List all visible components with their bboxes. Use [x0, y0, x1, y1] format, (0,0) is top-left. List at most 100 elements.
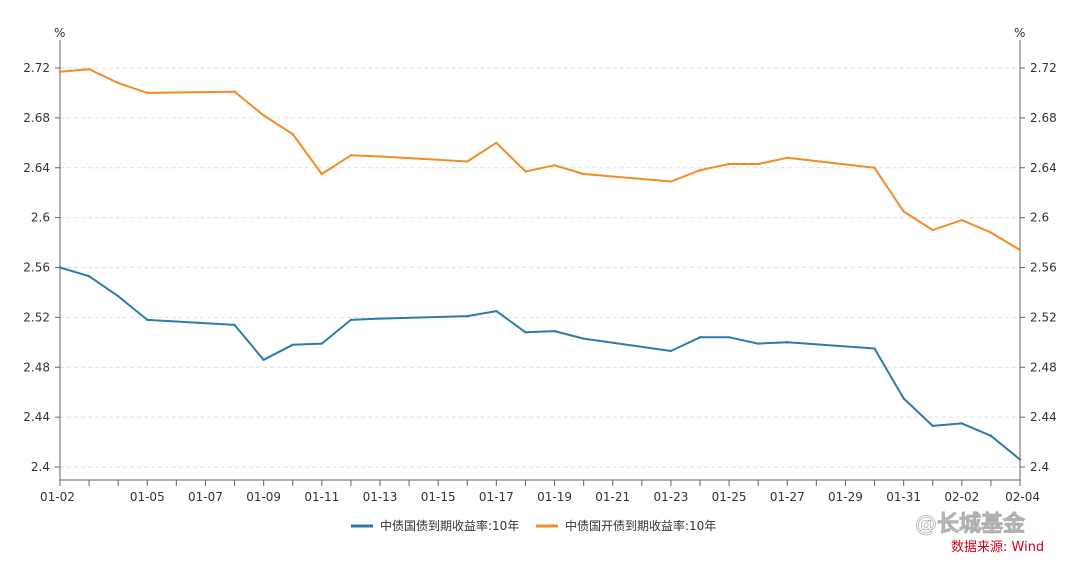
y-tick-label-left: 2.68	[23, 111, 50, 125]
data-point	[727, 162, 731, 166]
data-point	[524, 170, 527, 173]
x-tick-label: 01-25	[712, 490, 747, 504]
right-axis-unit: %	[1014, 26, 1025, 40]
y-tick-label-right: 2.6	[1030, 211, 1049, 225]
data-point	[989, 231, 993, 234]
data-point	[378, 317, 382, 320]
data-point	[931, 424, 934, 428]
y-tick-label-right: 2.44	[1030, 410, 1057, 424]
data-point	[233, 323, 236, 327]
y-tick-label-left: 2.44	[23, 410, 50, 424]
data-point	[87, 68, 91, 71]
legend-label-bond: 中债国债到期收益率:10年	[380, 518, 519, 533]
y-tick-label-right: 2.4	[1030, 460, 1049, 474]
x-tick-label: 01-29	[828, 490, 863, 504]
data-point	[1018, 248, 1022, 252]
x-tick-label: 01-11	[304, 490, 339, 504]
data-point	[960, 218, 964, 222]
legend: 中债国债到期收益率:10年 中债国开债到期收益率:10年	[351, 518, 716, 533]
series-line-1	[59, 68, 1021, 251]
data-point	[582, 172, 585, 176]
y-tick-label-left: 2.56	[23, 261, 50, 275]
data-point	[495, 309, 498, 313]
y-tick-label-left: 2.48	[23, 360, 50, 374]
data-point	[262, 114, 265, 117]
data-point	[727, 336, 731, 339]
right-y-ticks: 2.72 2.68 2.64 2.6 2.56 2.52 2.48 2.44 2.4	[1020, 61, 1057, 474]
data-point	[524, 331, 527, 334]
y-tick-label-right: 2.56	[1030, 261, 1057, 275]
x-tick-label: 01-09	[246, 490, 281, 504]
series-line-0	[59, 266, 1021, 461]
data-point	[960, 422, 964, 425]
x-tick-label: 01-27	[770, 490, 805, 504]
data-point	[495, 141, 498, 145]
axes	[59, 40, 1021, 481]
data-point	[349, 154, 353, 157]
data-point	[582, 337, 585, 340]
x-tick-label: 01-07	[188, 490, 223, 504]
data-point	[756, 342, 760, 345]
watermark-logo: @长城基金	[915, 511, 1026, 537]
x-tick-label: 01-23	[653, 490, 688, 504]
data-point	[87, 275, 91, 278]
x-tick-label: 02-04	[1005, 490, 1040, 504]
data-point	[320, 172, 324, 176]
data-point	[669, 180, 673, 183]
x-tick-label: 01-02	[40, 490, 75, 504]
data-point	[262, 358, 265, 361]
data-point	[58, 70, 62, 73]
source-note: 数据来源: Wind	[951, 540, 1044, 555]
data-point	[902, 210, 905, 213]
series-lines	[58, 68, 1022, 461]
data-point	[786, 156, 789, 159]
data-point	[873, 347, 876, 350]
x-tick-label: 01-19	[537, 490, 572, 504]
data-point	[1018, 458, 1022, 461]
data-point	[553, 329, 556, 333]
x-tick-label: 01-31	[886, 490, 921, 504]
x-ticks: 01-02 01-05 01-07 01-09 01-11 01-13 01-15 01-17…	[40, 480, 1040, 504]
data-point	[116, 294, 120, 298]
data-point	[378, 155, 382, 158]
data-point	[349, 318, 353, 322]
data-point	[902, 397, 905, 400]
data-point	[466, 160, 469, 163]
y-tick-label-right: 2.48	[1030, 360, 1057, 374]
y-tick-label-right: 2.68	[1030, 111, 1057, 125]
gridlines	[60, 67, 1020, 468]
data-point	[756, 162, 760, 166]
x-tick-label: 01-17	[479, 490, 514, 504]
legend-label-cdb: 中债国开债到期收益率:10年	[565, 518, 716, 533]
data-point	[553, 164, 556, 167]
y-tick-label-right: 2.52	[1030, 310, 1057, 324]
y-tick-label-left: 2.72	[23, 61, 50, 75]
x-tick-label: 01-21	[595, 490, 630, 504]
data-point	[146, 91, 149, 95]
y-tick-label-right: 2.72	[1030, 61, 1057, 75]
data-point	[873, 166, 876, 169]
data-point	[320, 342, 324, 345]
data-point	[58, 266, 62, 269]
left-y-ticks: 2.72 2.68 2.64 2.6 2.56 2.52 2.48 2.44 2.4	[23, 61, 60, 474]
data-point	[669, 349, 673, 353]
y-tick-label-right: 2.64	[1030, 161, 1057, 175]
data-point	[291, 132, 294, 136]
data-point	[146, 318, 149, 322]
data-point	[698, 336, 702, 339]
x-tick-label: 01-13	[363, 490, 398, 504]
x-tick-label: 01-15	[421, 490, 456, 504]
x-tick-label: 02-02	[944, 490, 979, 504]
data-point	[116, 81, 120, 85]
y-tick-label-left: 2.6	[31, 211, 50, 225]
data-point	[786, 341, 789, 344]
data-point	[233, 90, 236, 93]
data-point	[931, 228, 934, 232]
data-point	[698, 169, 702, 172]
y-tick-label-left: 2.52	[23, 310, 50, 324]
y-tick-label-left: 2.4	[31, 460, 50, 474]
data-point	[291, 343, 294, 347]
x-tick-label: 01-05	[130, 490, 165, 504]
left-axis-unit: %	[54, 26, 65, 40]
